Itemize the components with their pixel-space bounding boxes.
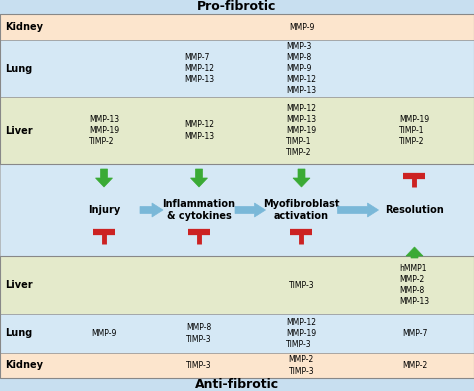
Text: MMP-7
MMP-12
MMP-13: MMP-7 MMP-12 MMP-13 bbox=[184, 53, 214, 84]
Polygon shape bbox=[235, 203, 265, 217]
Polygon shape bbox=[95, 169, 112, 187]
Text: Kidney: Kidney bbox=[5, 361, 43, 371]
Text: MMP-12
MMP-13
MMP-19
TIMP-1
TIMP-2: MMP-12 MMP-13 MMP-19 TIMP-1 TIMP-2 bbox=[286, 104, 317, 157]
Text: MMP-2
TIMP-3: MMP-2 TIMP-3 bbox=[289, 355, 314, 375]
Text: Kidney: Kidney bbox=[5, 22, 43, 32]
Text: MMP-7: MMP-7 bbox=[402, 329, 427, 338]
Text: Liver: Liver bbox=[5, 280, 33, 290]
Text: TIMP-3: TIMP-3 bbox=[186, 361, 212, 370]
Text: TIMP-3: TIMP-3 bbox=[289, 280, 314, 289]
Text: Anti-fibrotic: Anti-fibrotic bbox=[195, 378, 279, 391]
Text: hMMP1
MMP-2
MMP-8
MMP-13: hMMP1 MMP-2 MMP-8 MMP-13 bbox=[400, 264, 429, 306]
Text: Pro-fibrotic: Pro-fibrotic bbox=[197, 0, 277, 14]
Text: MMP-12
MMP-19
TIMP-3: MMP-12 MMP-19 TIMP-3 bbox=[286, 318, 317, 349]
Polygon shape bbox=[140, 203, 163, 217]
Text: Injury: Injury bbox=[88, 205, 120, 215]
Text: MMP-9: MMP-9 bbox=[289, 23, 314, 32]
Polygon shape bbox=[337, 203, 379, 217]
Bar bbox=[0, 256, 474, 378]
Text: MMP-2: MMP-2 bbox=[402, 361, 427, 370]
Text: MMP-13
MMP-19
TIMP-2: MMP-13 MMP-19 TIMP-2 bbox=[89, 115, 119, 146]
Bar bbox=[0, 314, 474, 353]
Polygon shape bbox=[406, 247, 423, 258]
Text: Inflammation
& cytokines: Inflammation & cytokines bbox=[163, 199, 236, 221]
Bar bbox=[0, 164, 474, 256]
Bar bbox=[0, 40, 474, 97]
Text: MMP-9: MMP-9 bbox=[91, 329, 117, 338]
Text: MMP-3
MMP-8
MMP-9
MMP-12
MMP-13: MMP-3 MMP-8 MMP-9 MMP-12 MMP-13 bbox=[286, 42, 317, 95]
Text: MMP-12
MMP-13: MMP-12 MMP-13 bbox=[184, 120, 214, 140]
Bar bbox=[0, 353, 474, 378]
Bar bbox=[0, 97, 474, 164]
Text: Liver: Liver bbox=[5, 126, 33, 136]
Text: MMP-19
TIMP-1
TIMP-2: MMP-19 TIMP-1 TIMP-2 bbox=[400, 115, 429, 146]
Text: MMP-8
TIMP-3: MMP-8 TIMP-3 bbox=[186, 323, 212, 344]
Text: Resolution: Resolution bbox=[385, 205, 444, 215]
Polygon shape bbox=[191, 169, 208, 187]
Text: Lung: Lung bbox=[5, 328, 32, 339]
Bar bbox=[0, 14, 474, 164]
Bar bbox=[0, 256, 474, 314]
Polygon shape bbox=[293, 169, 310, 187]
Bar bbox=[0, 14, 474, 40]
Text: Myofibroblast
activation: Myofibroblast activation bbox=[263, 199, 340, 221]
Text: Lung: Lung bbox=[5, 63, 32, 74]
